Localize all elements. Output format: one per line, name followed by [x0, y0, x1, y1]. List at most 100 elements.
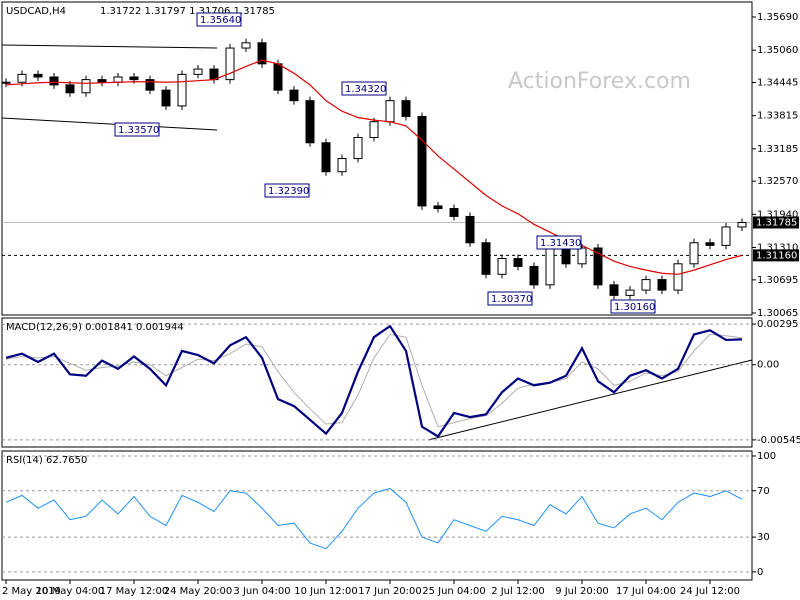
series-line: [5, 324, 743, 438]
macd-panel: [1, 317, 753, 448]
candle: [49, 76, 59, 86]
annotation-box: [487, 291, 533, 306]
candle: [193, 68, 203, 75]
candle: [625, 289, 635, 296]
candle: [481, 242, 491, 275]
candle: [177, 73, 187, 107]
annotation-box: [196, 12, 242, 27]
y-tick-label: 1.35060: [757, 45, 798, 56]
y-tick-label: 1.33185: [757, 144, 798, 155]
y-tick-label: 0.00295: [757, 319, 798, 330]
candle: [33, 73, 43, 78]
y-tick-label: 70: [757, 486, 770, 497]
candle: [129, 76, 139, 81]
price-box: [753, 249, 799, 262]
candle: [673, 263, 683, 291]
candle: [545, 247, 555, 286]
quote: 1.31722 1.31797 1.31706 1.31785: [100, 6, 275, 17]
panel-title: USDCAD,H4: [6, 6, 66, 17]
candle: [417, 115, 427, 207]
rsi-panel: [1, 450, 753, 581]
y-tick-label: 1.32570: [757, 176, 798, 187]
candle: [705, 242, 715, 246]
candle: [609, 284, 619, 296]
x-tick-label: 24 May 20:00: [164, 586, 233, 597]
candle: [145, 79, 155, 91]
price-label: 1.31785: [756, 217, 797, 228]
candle: [305, 100, 315, 144]
y-tick-label: -0.005455: [757, 435, 800, 446]
y-tick-label: 1.31310: [757, 242, 798, 253]
y-tick-label: 1.30695: [757, 275, 798, 286]
candle: [737, 221, 747, 228]
x-tick-label: 10 May 04:00: [36, 586, 105, 597]
x-tick-label: 17 May 12:00: [100, 586, 169, 597]
annotation: 1.30160: [614, 302, 655, 313]
candle: [561, 247, 571, 265]
y-tick-label: 0.00: [757, 360, 779, 371]
x-tick-label: 2 May 2019: [2, 586, 61, 597]
y-tick-label: 1.35690: [757, 12, 798, 23]
candle: [513, 258, 523, 267]
candle: [257, 42, 267, 65]
trend-line: [1, 44, 218, 49]
annotation-box: [114, 122, 160, 137]
y-tick-label: 30: [757, 532, 770, 543]
candle: [241, 42, 251, 49]
annotation-box: [610, 299, 656, 314]
candle: [65, 84, 75, 94]
candle: [657, 279, 667, 291]
x-tick-label: 17 Jul 04:00: [616, 586, 676, 597]
y-tick-label: 1.34445: [757, 78, 798, 89]
candle: [97, 79, 107, 83]
y-tick-label: 100: [757, 451, 776, 462]
candle: [577, 247, 587, 265]
x-tick-label: 9 Jul 20:00: [555, 586, 609, 597]
annotation: 1.33570: [118, 125, 159, 136]
candle: [385, 100, 395, 123]
y-tick-label: 0: [757, 567, 763, 578]
series-line: [5, 487, 743, 550]
x-tick-label: 25 Jun 04:00: [422, 586, 486, 597]
annotation-box: [341, 81, 387, 96]
y-tick-label: 1.33815: [757, 111, 798, 122]
candle: [465, 215, 475, 244]
candle: [641, 279, 651, 291]
candle: [225, 47, 235, 81]
candle: [369, 121, 379, 139]
candle: [529, 265, 539, 286]
candle: [17, 73, 27, 83]
y-tick-label: 1.31940: [757, 209, 798, 220]
x-tick-label: 10 Jun 12:00: [294, 586, 358, 597]
panel-title: MACD(12,26,9) 0.001841 0.001944: [6, 322, 184, 333]
candle: [81, 79, 91, 94]
series-line: [5, 333, 743, 428]
candle: [721, 226, 731, 246]
annotation: 1.31430: [540, 238, 581, 249]
price-panel: [1, 1, 753, 316]
candle: [337, 158, 347, 173]
annotation-box: [264, 183, 310, 198]
candle: [433, 205, 443, 210]
candle: [273, 63, 283, 91]
candle: [401, 100, 411, 117]
candle: [593, 247, 603, 286]
annotation: 1.35640: [200, 15, 241, 26]
x-tick-label: 3 Jun 04:00: [233, 586, 290, 597]
x-tick-label: 24 Jul 12:00: [680, 586, 740, 597]
x-tick-label: 17 Jun 20:00: [358, 586, 422, 597]
y-tick-label: 1.30065: [757, 308, 798, 319]
annotation: 1.30370: [491, 294, 532, 305]
x-tick-label: 2 Jul 12:00: [491, 586, 545, 597]
candle: [161, 89, 171, 107]
watermark: ActionForex.com: [508, 69, 691, 94]
price-box: [753, 216, 799, 229]
series-line: [5, 59, 743, 275]
candle: [1, 81, 11, 84]
candle: [449, 208, 459, 217]
candle: [497, 258, 507, 275]
candle: [113, 76, 123, 83]
